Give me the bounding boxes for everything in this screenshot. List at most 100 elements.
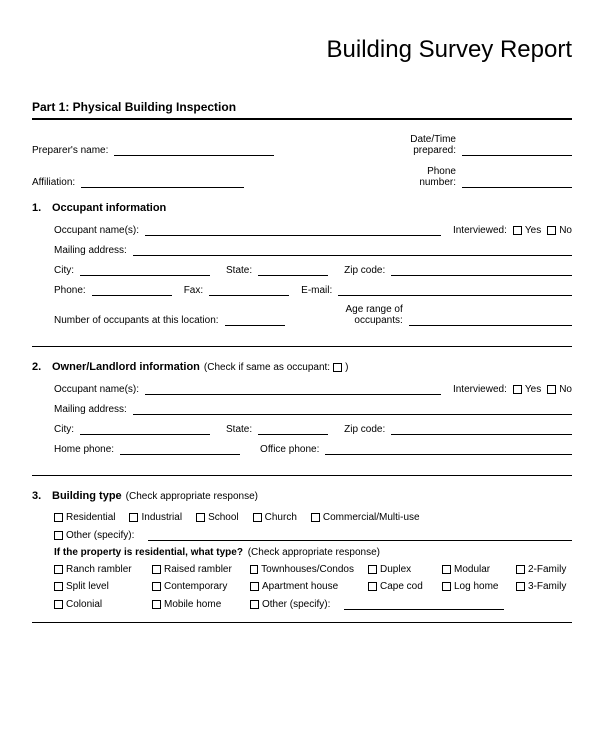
res-split-checkbox[interactable] — [54, 582, 63, 591]
owner-city-field[interactable] — [80, 423, 210, 435]
res-mobile-checkbox[interactable] — [152, 600, 161, 609]
fax-field[interactable] — [209, 284, 289, 296]
res-ranch-label: Ranch rambler — [66, 564, 132, 575]
city-field[interactable] — [80, 264, 210, 276]
res-loghome-label: Log home — [454, 581, 498, 592]
section-building-type: 3. Building type (Check appropriate resp… — [32, 490, 572, 623]
city-label: City: — [54, 265, 74, 276]
yes-label: Yes — [525, 225, 541, 236]
type-commercial-checkbox[interactable] — [311, 513, 320, 522]
type-church-label: Church — [265, 512, 297, 523]
occupant-names-field[interactable] — [145, 224, 441, 236]
age-range-label: Age range of occupants: — [346, 304, 403, 326]
no-label: No — [559, 225, 572, 236]
owner-mailing-field[interactable] — [133, 403, 572, 415]
email-label: E-mail: — [301, 285, 332, 296]
fax-label: Fax: — [184, 285, 203, 296]
res-other-checkbox[interactable] — [250, 600, 259, 609]
owner-interviewed-yes-checkbox[interactable] — [513, 385, 522, 394]
part-header: Part 1: Physical Building Inspection — [32, 100, 572, 120]
type-church-checkbox[interactable] — [253, 513, 262, 522]
res-raised-checkbox[interactable] — [152, 565, 161, 574]
num-occupants-label: Number of occupants at this location: — [54, 315, 219, 326]
state-field[interactable] — [258, 264, 328, 276]
res-colonial-checkbox[interactable] — [54, 600, 63, 609]
res-capecod-checkbox[interactable] — [368, 582, 377, 591]
date-field[interactable] — [462, 144, 572, 156]
section-title-1: Occupant information — [52, 202, 166, 214]
mailing-label: Mailing address: — [54, 245, 127, 256]
type-school-checkbox[interactable] — [196, 513, 205, 522]
num-occupants-field[interactable] — [225, 314, 285, 326]
type-industrial-label: Industrial — [141, 512, 182, 523]
res-apartment-label: Apartment house — [262, 581, 338, 592]
zip-field[interactable] — [391, 264, 572, 276]
res-ranch-checkbox[interactable] — [54, 565, 63, 574]
res-other-label: Other (specify): — [262, 599, 330, 610]
res-3family-label: 3-Family — [528, 581, 566, 592]
section-num-2: 2. — [32, 361, 52, 373]
owner-names-label: Occupant name(s): — [54, 384, 139, 395]
res-contemp-checkbox[interactable] — [152, 582, 161, 591]
email-field[interactable] — [338, 284, 572, 296]
type-residential-checkbox[interactable] — [54, 513, 63, 522]
interviewed-yes-checkbox[interactable] — [513, 226, 522, 235]
preparer-field[interactable] — [114, 144, 274, 156]
type-commercial-label: Commercial/Multi-use — [323, 512, 420, 523]
res-other-field[interactable] — [344, 598, 504, 610]
owner-yes-label: Yes — [525, 384, 541, 395]
res-duplex-checkbox[interactable] — [368, 565, 377, 574]
age-range-field[interactable] — [409, 314, 572, 326]
type-residential-label: Residential — [66, 512, 115, 523]
owner-zip-field[interactable] — [391, 423, 572, 435]
occupant-names-label: Occupant name(s): — [54, 225, 139, 236]
check-same-text: (Check if same as occupant: — [204, 362, 330, 373]
mailing-field[interactable] — [133, 244, 572, 256]
affiliation-field[interactable] — [81, 176, 244, 188]
owner-interviewed-no-checkbox[interactable] — [547, 385, 556, 394]
section-title-2: Owner/Landlord information — [52, 361, 200, 373]
office-phone-label: Office phone: — [260, 444, 319, 455]
section-num-3: 3. — [32, 490, 52, 502]
owner-city-label: City: — [54, 424, 74, 435]
res-modular-label: Modular — [454, 564, 490, 575]
res-loghome-checkbox[interactable] — [442, 582, 451, 591]
office-phone-field[interactable] — [325, 443, 572, 455]
res-2family-checkbox[interactable] — [516, 565, 525, 574]
home-phone-field[interactable] — [120, 443, 240, 455]
res-split-label: Split level — [66, 581, 109, 592]
affiliation-label: Affiliation: — [32, 177, 75, 188]
owner-zip-label: Zip code: — [344, 424, 385, 435]
residential-subq: If the property is residential, what typ… — [54, 547, 243, 558]
home-phone-label: Home phone: — [54, 444, 114, 455]
type-school-label: School — [208, 512, 239, 523]
section-occupant-info: 1. Occupant information Occupant name(s)… — [32, 202, 572, 347]
page-title: Building Survey Report — [32, 36, 572, 64]
type-other-checkbox[interactable] — [54, 531, 63, 540]
res-townhouse-checkbox[interactable] — [250, 565, 258, 574]
paren-close: ) — [345, 362, 348, 373]
res-3family-checkbox[interactable] — [516, 582, 525, 591]
res-duplex-label: Duplex — [380, 564, 411, 575]
owner-no-label: No — [559, 384, 572, 395]
owner-state-field[interactable] — [258, 423, 328, 435]
res-modular-checkbox[interactable] — [442, 565, 451, 574]
type-other-label: Other (specify): — [66, 530, 134, 541]
res-capecod-label: Cape cod — [380, 581, 423, 592]
res-2family-label: 2-Family — [528, 564, 566, 575]
residential-subq-note: (Check appropriate response) — [248, 547, 380, 558]
phone-field[interactable] — [462, 176, 572, 188]
res-mobile-label: Mobile home — [164, 599, 221, 610]
owner-mailing-label: Mailing address: — [54, 404, 127, 415]
interviewed-label: Interviewed: — [453, 225, 507, 236]
phone-field-s1[interactable] — [92, 284, 172, 296]
owner-names-field[interactable] — [145, 383, 441, 395]
type-industrial-checkbox[interactable] — [129, 513, 138, 522]
same-as-occupant-checkbox[interactable] — [333, 363, 342, 372]
res-raised-label: Raised rambler — [164, 564, 232, 575]
res-apartment-checkbox[interactable] — [250, 582, 259, 591]
phone-label: Phone number: — [419, 166, 456, 188]
type-other-field[interactable] — [148, 529, 572, 541]
interviewed-no-checkbox[interactable] — [547, 226, 556, 235]
state-label: State: — [226, 265, 252, 276]
